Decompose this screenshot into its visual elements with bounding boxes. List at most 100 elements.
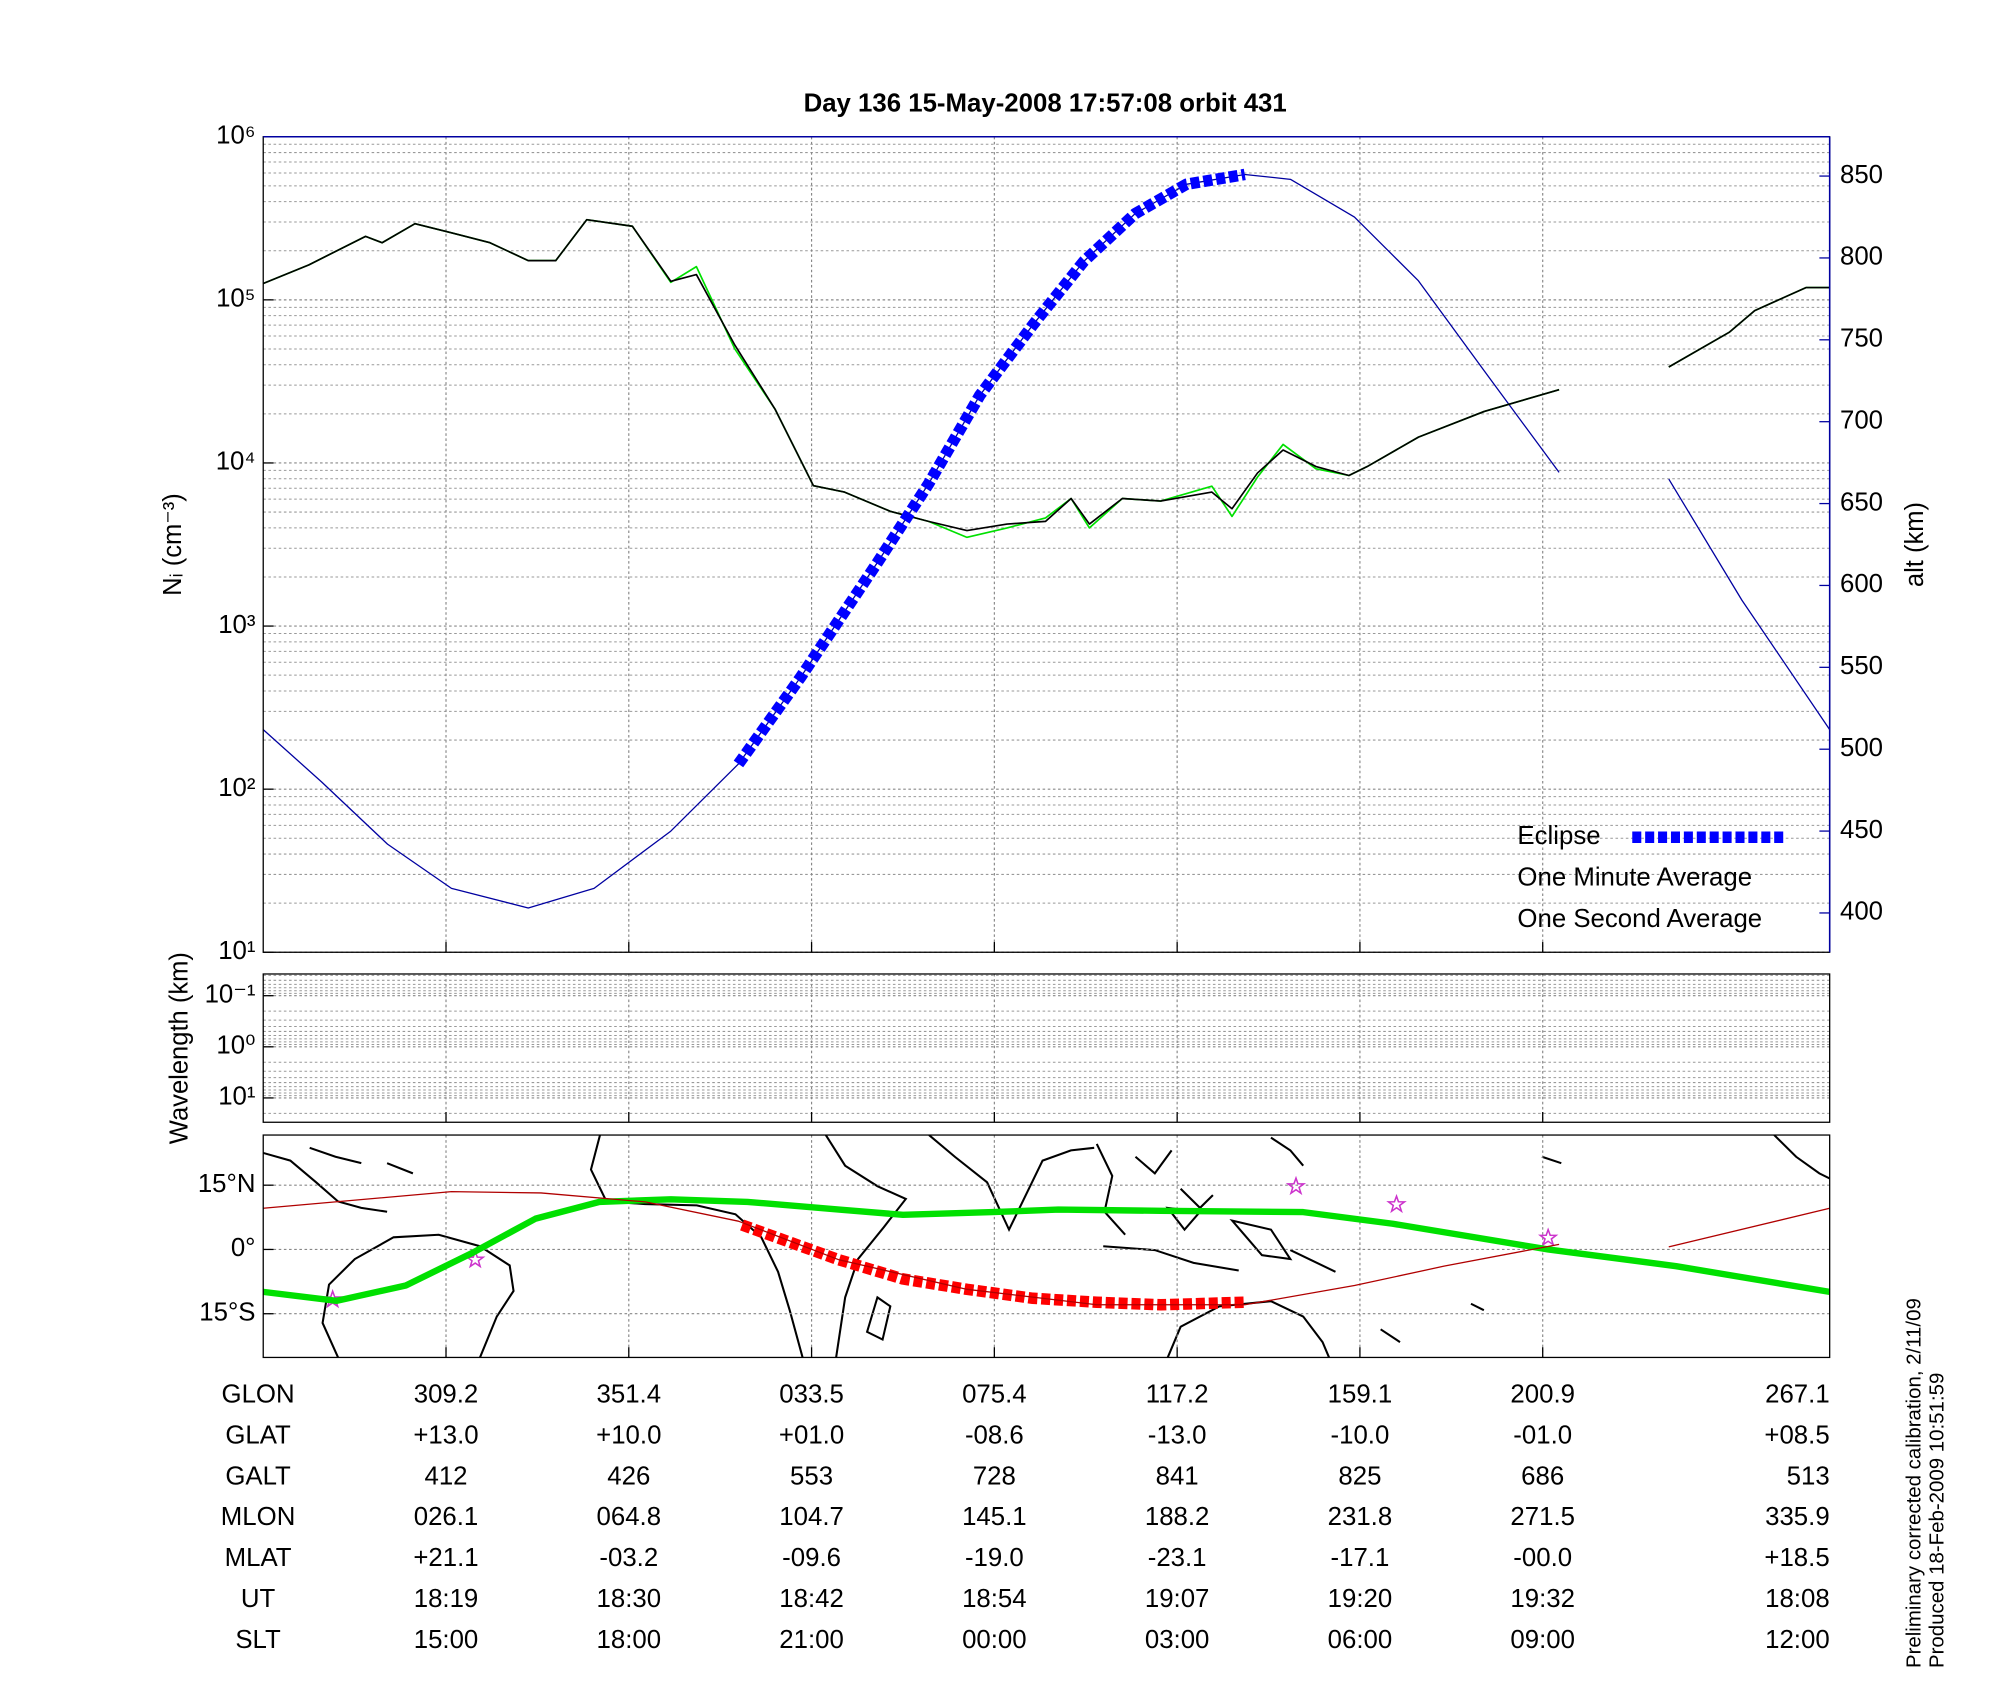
series-line xyxy=(733,168,1246,768)
ephemeris-cell: 513 xyxy=(1787,1462,1830,1490)
ephemeris-cell: +18.5 xyxy=(1764,1544,1829,1572)
ephemeris-cell: 351.4 xyxy=(597,1381,662,1409)
series-line xyxy=(262,1196,1831,1305)
ephemeris-row-label: GLAT xyxy=(225,1422,291,1450)
y-tick-label: 10¹ xyxy=(218,937,255,965)
y2-tick-label: 400 xyxy=(1840,898,1883,926)
ephemeris-cell: -23.1 xyxy=(1148,1544,1207,1572)
y-tick-label: 10¹ xyxy=(218,1083,255,1111)
ephemeris-cell: 553 xyxy=(790,1462,833,1490)
ephemeris-cell: 21:00 xyxy=(779,1626,844,1654)
star-marker xyxy=(1538,1227,1559,1247)
y-tick-label: 10⁶ xyxy=(216,122,255,150)
ephemeris-cell: 18:00 xyxy=(597,1626,662,1654)
ephemeris-cell: 09:00 xyxy=(1510,1626,1575,1654)
ephemeris-cell: 104.7 xyxy=(779,1503,844,1531)
y2-tick-label: 850 xyxy=(1840,161,1883,189)
ephemeris-cell: 064.8 xyxy=(597,1503,662,1531)
plot-frame xyxy=(262,973,1831,1123)
y2-tick-label: 600 xyxy=(1840,570,1883,598)
y-tick-label: 10⁻¹ xyxy=(205,981,256,1009)
side-note: Preliminary corrected calibration, 2/11/… xyxy=(1902,1298,1925,1668)
ephemeris-cell: -19.0 xyxy=(965,1544,1024,1572)
legend-label: One Minute Average xyxy=(1517,864,1752,892)
y-axis-label: Wavelength (km) xyxy=(165,952,193,1144)
ephemeris-cell: 267.1 xyxy=(1765,1381,1830,1409)
ephemeris-cell: +13.0 xyxy=(413,1422,478,1450)
y-tick-label: 10⁴ xyxy=(216,448,256,476)
ephemeris-cell: -03.2 xyxy=(599,1544,658,1572)
ephemeris-cell: 728 xyxy=(973,1462,1016,1490)
y-tick-label: 15°S xyxy=(199,1299,255,1327)
ephemeris-cell: 19:20 xyxy=(1328,1585,1393,1613)
ephemeris-cell: 200.9 xyxy=(1510,1381,1575,1409)
series-line xyxy=(263,1191,1830,1306)
ephemeris-cell: +08.5 xyxy=(1764,1422,1829,1450)
ephemeris-cell: -01.0 xyxy=(1513,1422,1572,1450)
ephemeris-cell: -17.1 xyxy=(1331,1544,1390,1572)
ephemeris-cell: 06:00 xyxy=(1328,1626,1393,1654)
ephemeris-row-label: MLON xyxy=(221,1503,296,1531)
ephemeris-cell: 145.1 xyxy=(962,1503,1027,1531)
ephemeris-cell: -13.0 xyxy=(1148,1422,1207,1450)
coastlines xyxy=(263,1135,1830,1358)
series-line xyxy=(262,218,1830,532)
ephemeris-cell: +10.0 xyxy=(596,1422,661,1450)
series-line xyxy=(262,173,1831,909)
chart-title: Day 136 15-May-2008 17:57:08 orbit 431 xyxy=(804,90,1287,118)
ephemeris-cell: 426 xyxy=(607,1462,650,1490)
ephemeris-cell: 188.2 xyxy=(1145,1503,1210,1531)
side-note: Produced 18-Feb-2009 10:51:59 xyxy=(1925,1373,1948,1668)
ephemeris-cell: -08.6 xyxy=(965,1422,1024,1450)
ephemeris-cell: 841 xyxy=(1156,1462,1199,1490)
y2-tick-label: 750 xyxy=(1840,325,1883,353)
ephemeris-row-label: GALT xyxy=(225,1462,291,1490)
ephemeris-cell: 033.5 xyxy=(779,1381,844,1409)
ephemeris-cell: 18:30 xyxy=(597,1585,662,1613)
ephemeris-cell: 117.2 xyxy=(1146,1381,1209,1409)
legend-label: Eclipse xyxy=(1517,822,1600,850)
y-tick-label: 15°N xyxy=(198,1170,256,1198)
ephemeris-cell: 309.2 xyxy=(414,1381,479,1409)
ephemeris-row-label: GLON xyxy=(222,1381,295,1409)
y2-tick-label: 550 xyxy=(1840,652,1883,680)
y-tick-label: 0° xyxy=(231,1234,256,1262)
ephemeris-cell: 026.1 xyxy=(414,1503,479,1531)
y2-tick-label: 700 xyxy=(1840,407,1883,435)
ephemeris-cell: +01.0 xyxy=(779,1422,844,1450)
ephemeris-cell: 825 xyxy=(1338,1462,1381,1490)
ephemeris-cell: 19:07 xyxy=(1145,1585,1210,1613)
ephemeris-cell: 03:00 xyxy=(1145,1626,1210,1654)
y-tick-label: 10³ xyxy=(218,611,256,639)
ephemeris-row-label: UT xyxy=(241,1585,276,1613)
ephemeris-cell: +21.1 xyxy=(413,1544,478,1572)
y2-axis-label: alt (km) xyxy=(1901,502,1929,587)
ephemeris-cell: 686 xyxy=(1521,1462,1564,1490)
ephemeris-cell: 075.4 xyxy=(962,1381,1027,1409)
ephemeris-row-label: MLAT xyxy=(225,1544,292,1572)
ephemeris-cell: 15:00 xyxy=(414,1626,479,1654)
ephemeris-cell: -09.6 xyxy=(782,1544,841,1572)
y2-tick-label: 500 xyxy=(1840,734,1883,762)
ephemeris-cell: 18:42 xyxy=(779,1585,844,1613)
series-line xyxy=(262,218,1830,539)
ephemeris-cell: -00.0 xyxy=(1513,1544,1572,1572)
plot-frame xyxy=(262,1134,1831,1359)
y-axis-label: Nᵢ (cm⁻³) xyxy=(159,493,187,596)
ephemeris-cell: 412 xyxy=(424,1462,467,1490)
ephemeris-cell: 18:19 xyxy=(414,1585,479,1613)
ephemeris-cell: 00:00 xyxy=(962,1626,1027,1654)
y-tick-label: 10⁵ xyxy=(216,285,255,313)
star-marker xyxy=(1386,1193,1407,1214)
star-marker xyxy=(1285,1175,1307,1196)
ephemeris-cell: 335.9 xyxy=(1765,1503,1830,1531)
ephemeris-cell: 12:00 xyxy=(1765,1626,1830,1654)
y2-tick-label: 650 xyxy=(1840,488,1883,516)
ephemeris-cell: 271.5 xyxy=(1510,1503,1575,1531)
legend-label: One Second Average xyxy=(1517,905,1762,933)
ephemeris-cell: 18:08 xyxy=(1765,1585,1830,1613)
ephemeris-row-label: SLT xyxy=(235,1626,281,1654)
y2-tick-label: 800 xyxy=(1840,243,1883,271)
